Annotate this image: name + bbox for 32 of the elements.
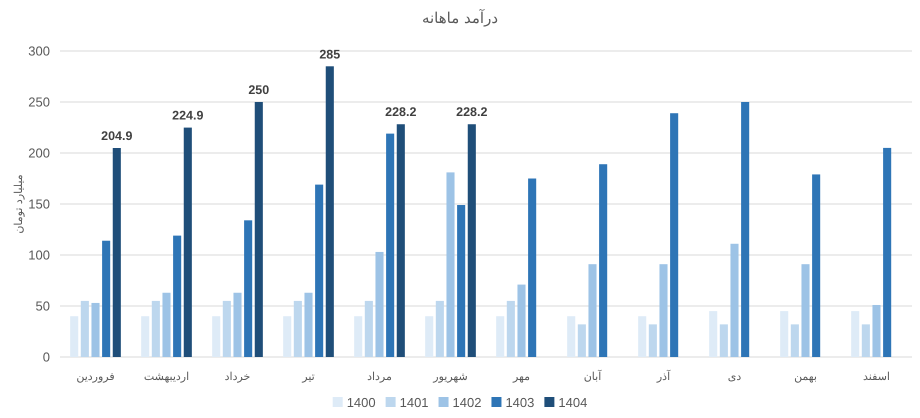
ytick: 200 — [28, 146, 50, 160]
xtick: مرداد — [367, 370, 392, 383]
xtick: مهر — [512, 370, 530, 383]
xtick: شهریور — [433, 370, 468, 383]
xtick: اسفند — [863, 370, 890, 383]
legend-label: 1403 — [505, 395, 534, 410]
legend-label: 1401 — [400, 395, 429, 410]
data-label: 224.9 — [172, 108, 204, 123]
ylabel: میلیارد تومان — [12, 174, 25, 234]
data-label: 250 — [248, 83, 270, 97]
legend-label: 1402 — [452, 395, 482, 410]
ytick: 50 — [36, 298, 50, 314]
xtick: فروردین — [76, 370, 115, 383]
title: درآمد ماهانه — [422, 9, 498, 27]
data-label: 228.2 — [456, 105, 488, 120]
data-label: 285 — [319, 47, 340, 62]
xtick: بهمن — [794, 370, 817, 383]
ytick: 150 — [28, 196, 50, 212]
legend-label: 1404 — [558, 395, 588, 410]
data-label: 204.9 — [101, 129, 132, 143]
xtick: خرداد — [224, 370, 250, 383]
xtick: دی — [728, 370, 742, 383]
data-label: 228.2 — [385, 105, 416, 120]
ytick: 0 — [42, 350, 50, 364]
xtick: اردیبهشت — [144, 370, 190, 383]
xtick: آبان — [584, 370, 602, 383]
ytick: 250 — [28, 94, 50, 110]
legend-label: 1400 — [346, 395, 376, 410]
ytick: 100 — [28, 248, 50, 262]
xtick: آذر — [656, 370, 670, 383]
ytick: 300 — [28, 44, 50, 58]
xtick: تیر — [302, 370, 315, 383]
